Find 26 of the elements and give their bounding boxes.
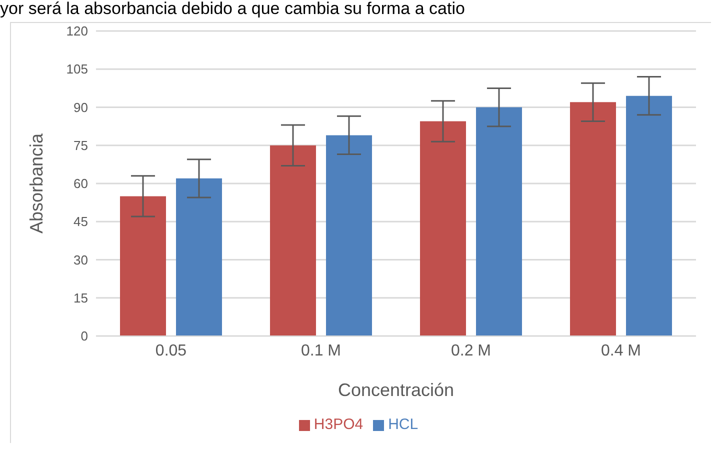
y-tick-label: 30 xyxy=(74,252,88,268)
y-tick-label: 0 xyxy=(80,328,88,344)
bar xyxy=(626,96,672,336)
bar xyxy=(270,145,316,336)
x-tick-label: 0.05 xyxy=(155,342,187,360)
bar xyxy=(176,178,222,336)
legend-label: HCL xyxy=(388,416,418,433)
y-tick-label: 120 xyxy=(66,24,88,39)
x-axis-title: Concentración xyxy=(338,380,454,400)
bar xyxy=(570,102,616,336)
y-tick-label: 90 xyxy=(74,100,88,115)
bar xyxy=(326,135,372,336)
y-tick-label: 45 xyxy=(74,214,88,230)
x-tick-label: 0.4 M xyxy=(600,342,642,360)
y-tick-label: 75 xyxy=(74,138,88,153)
bar xyxy=(476,107,522,336)
y-tick-label: 15 xyxy=(74,290,88,306)
bar xyxy=(420,121,466,336)
x-tick-label: 0.2 M xyxy=(450,342,492,360)
y-axis-title: Absorbancia xyxy=(26,132,46,234)
y-tick-label: 105 xyxy=(66,62,88,77)
bar xyxy=(120,196,166,336)
text: yor será la absorbancia debido a que cambia su forma a catio xyxy=(0,0,465,19)
legend-label: H3PO4 xyxy=(314,416,364,433)
y-tick-label: 60 xyxy=(74,176,88,192)
x-tick-label: 0.1 M xyxy=(300,342,342,360)
